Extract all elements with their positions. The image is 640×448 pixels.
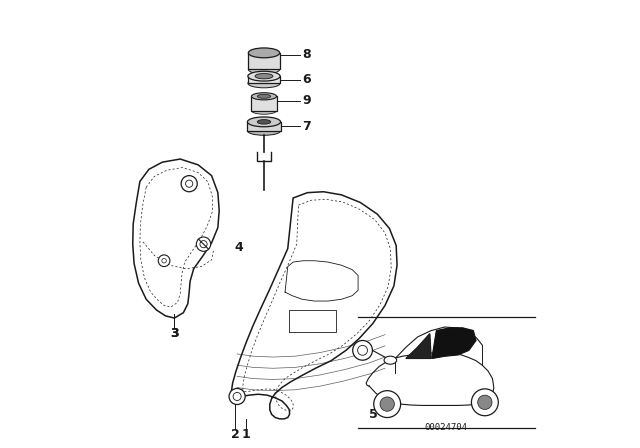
Ellipse shape xyxy=(252,107,276,114)
Polygon shape xyxy=(252,96,276,111)
Circle shape xyxy=(181,176,197,192)
Polygon shape xyxy=(248,76,280,83)
Ellipse shape xyxy=(248,79,280,88)
Text: 5: 5 xyxy=(369,408,378,421)
Polygon shape xyxy=(132,159,220,318)
Polygon shape xyxy=(231,192,397,419)
Text: 2: 2 xyxy=(230,428,239,441)
Text: 8: 8 xyxy=(302,48,311,61)
Ellipse shape xyxy=(252,93,276,100)
Text: 00024704: 00024704 xyxy=(425,423,468,432)
Text: 9: 9 xyxy=(302,94,311,108)
Circle shape xyxy=(196,237,211,251)
Text: 4: 4 xyxy=(234,241,243,254)
Ellipse shape xyxy=(248,117,280,127)
Polygon shape xyxy=(432,328,476,358)
Ellipse shape xyxy=(248,65,280,74)
Ellipse shape xyxy=(257,95,271,99)
Polygon shape xyxy=(248,53,280,69)
Circle shape xyxy=(477,395,492,409)
Circle shape xyxy=(374,391,401,418)
Polygon shape xyxy=(248,122,280,131)
Text: 7: 7 xyxy=(302,120,311,133)
Text: 3: 3 xyxy=(170,327,179,340)
Ellipse shape xyxy=(248,126,280,135)
Polygon shape xyxy=(406,334,431,358)
Text: 6: 6 xyxy=(302,73,311,86)
Ellipse shape xyxy=(248,71,280,81)
Circle shape xyxy=(229,388,245,405)
Circle shape xyxy=(380,397,394,411)
Circle shape xyxy=(353,340,372,360)
Text: 1: 1 xyxy=(242,428,250,441)
Circle shape xyxy=(472,389,499,416)
Circle shape xyxy=(158,255,170,267)
Ellipse shape xyxy=(255,73,273,79)
Text: 3: 3 xyxy=(170,327,179,340)
Ellipse shape xyxy=(248,48,280,58)
Ellipse shape xyxy=(384,356,397,364)
Ellipse shape xyxy=(257,120,271,124)
